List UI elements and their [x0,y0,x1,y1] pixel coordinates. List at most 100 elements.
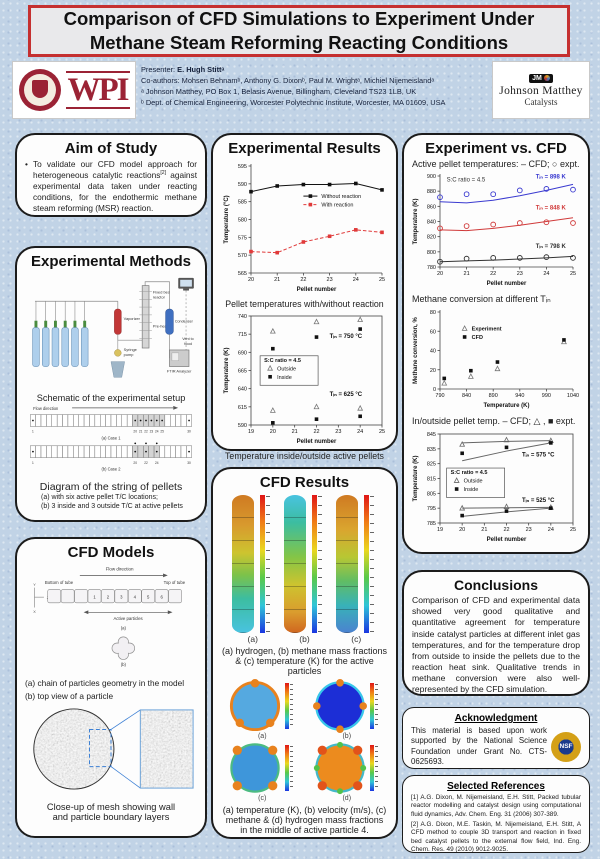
svg-text:22: 22 [144,461,148,465]
svg-text:825: 825 [427,462,436,468]
svg-text:22: 22 [313,429,319,435]
svg-text:Inside: Inside [277,375,292,381]
circle-label-a: (a) [257,733,267,740]
exp-results-caption-2: Temperature inside/outside active pellet… [225,451,384,461]
poster-title-box: Comparison of CFD Simulations to Experim… [28,5,570,57]
colorbar-b-icon [312,495,322,633]
contour-column-c [336,495,358,633]
contour-circle-d [313,741,366,795]
svg-text:585: 585 [238,200,247,206]
poster-title: Comparison of CFD Simulations to Experim… [63,7,535,53]
colorbar-circle-d-icon [369,745,378,791]
circle-label-c: (c) [258,795,267,802]
svg-text:20: 20 [430,368,436,374]
svg-text:Tᵢₙ = 848 K: Tᵢₙ = 848 K [536,205,567,211]
svg-text:690: 690 [238,350,247,356]
contour-circle-methane: (c) [228,741,296,802]
contour-circle-b [312,679,367,733]
svg-text:835: 835 [427,447,436,453]
svg-text:Without reaction: Without reaction [321,194,361,200]
svg-text:FTIR Analyzer: FTIR Analyzer [167,368,192,373]
section-title-cfd-results: CFD Results [259,474,350,491]
affiliation-a: ᵃ Johnson Matthey, PO Box 1, Belasis Ave… [141,87,417,97]
col-label-c: (c) [351,634,362,644]
col-label-a: (a) [247,634,258,644]
panel-experiment-vs-cfd: Experiment vs. CFD Active pellet tempera… [402,133,590,554]
panel-experimental-results: Experimental Results 20 21 22 23 24 25 565 570 5… [211,133,398,461]
section-title-methods: Experimental Methods [30,253,192,270]
contour-circle-c [230,743,280,793]
johnson-matthey-logo: JM Johnson Matthey Catalysts [492,61,590,119]
svg-text:20: 20 [133,461,137,465]
svg-text:23: 23 [517,271,523,277]
panel-conclusions: Conclusions Comparison of CFD and experi… [402,570,590,696]
chart-pellet-temperatures: 20 21 22 23 24 25 565 570 575 580 585 590 595 Pellet … [224,164,385,293]
contour-column-methane [284,495,325,633]
svg-text:1040: 1040 [567,393,579,399]
svg-text:Pellet number: Pellet number [297,439,337,445]
jm-badge-dot-icon [543,75,550,81]
circle-label-d: (d) [342,795,352,802]
svg-text:Temperature (°C): Temperature (°C) [224,195,230,243]
svg-text:Syringe: Syringe [124,347,137,352]
svg-text:Bottom of tube: Bottom of tube [45,580,74,585]
ack-row: This material is based upon work support… [411,726,581,767]
svg-text:590: 590 [238,182,247,188]
svg-text:Fixed bed: Fixed bed [153,289,170,294]
colorbar-a-icon [260,495,270,633]
exp-results-caption-1: Pellet temperatures with/without reactio… [225,299,384,309]
svg-text:Tᵢₙ = 898 K: Tᵢₙ = 898 K [536,174,567,180]
svg-text:20: 20 [437,271,443,277]
svg-text:19: 19 [248,429,254,435]
svg-text:Pre-heater: Pre-heater [153,324,172,329]
cross-section-contours: (a) (b) [221,679,388,802]
cfd-results-caption-2: (a) temperature (K), (b) velocity (m/s),… [222,805,387,835]
chart-methane-conversion: 790 840 890 940 990 1040 0 20 40 60 80 Temperature … [413,310,579,409]
jm-name: Johnson Matthey [499,84,583,97]
chart-inout-pellet-temp-cfd: 19 20 21 22 23 24 25 785 795 805 815 825 835 845 Pelle… [413,432,576,543]
colorbar-circle-a-icon [285,683,294,729]
col-label-b: (b) [299,634,310,644]
svg-text:Pellet number: Pellet number [297,287,337,293]
svg-text:22: 22 [490,271,496,277]
svg-text:800: 800 [427,250,436,256]
chart-inside-outside-temps: 19 20 21 22 23 24 25 590 615 640 665 690 715 740 Pelle… [224,314,385,445]
aim-body: • To validate our CFD model approach for… [25,159,197,214]
svg-text:(a) Case 1: (a) Case 1 [101,435,121,440]
svg-text:820: 820 [427,235,436,241]
svg-text:940: 940 [515,393,524,399]
svg-text:25: 25 [379,277,385,283]
svg-text:25: 25 [570,271,576,277]
svg-text:24: 24 [357,429,363,435]
svg-text:805: 805 [427,491,436,497]
svg-text:890: 890 [489,393,498,399]
svg-text:Temperature (K): Temperature (K) [413,456,419,502]
colorbar-circle-c-icon [285,745,294,791]
section-title-exp-results: Experimental Results [228,140,381,157]
svg-text:Temperature (K): Temperature (K) [484,403,530,409]
svg-text:1: 1 [32,430,34,434]
svg-text:880: 880 [427,189,436,195]
wpi-seal-icon [18,69,61,111]
panel-experimental-methods: Experimental Methods Vaporizer Syringe pum… [15,246,207,522]
svg-text:22: 22 [503,527,509,533]
svg-text:715: 715 [238,332,247,338]
bullet-icon: • [25,159,28,169]
svg-text:990: 990 [542,393,551,399]
presenter-name: E. Hugh Stittᵃ [177,65,225,74]
svg-text:Temperature (K): Temperature (K) [224,348,230,394]
svg-text:740: 740 [238,314,247,320]
svg-text:21: 21 [274,277,280,283]
svg-text:840: 840 [427,220,436,226]
mesh-circle [33,709,114,790]
svg-text:20: 20 [133,430,137,434]
svg-text:20: 20 [270,429,276,435]
svg-text:790: 790 [435,393,444,399]
wpi-wordmark: WPI [65,70,130,110]
aim-text: To validate our CFD model approach for h… [33,159,197,214]
svg-text:19: 19 [437,527,443,533]
svg-text:6: 6 [160,595,163,600]
svg-text:CFD: CFD [472,335,483,341]
